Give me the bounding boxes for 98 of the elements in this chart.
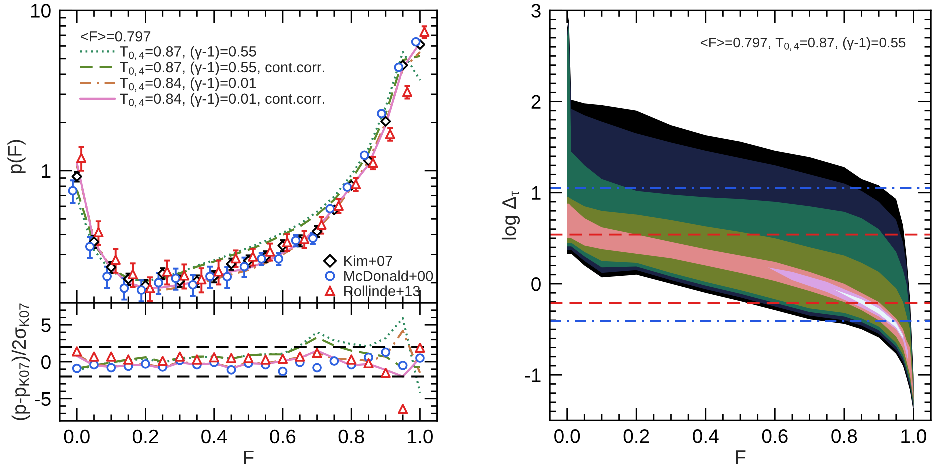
point (398, 360, 408, 370)
annotation: <F>=0.797, T$_{0,4}$=0.87, (γ-1)=0.55 (700, 37, 906, 51)
y-tick-label: 10 (31, 4, 51, 18)
point (364, 358, 374, 369)
point (377, 109, 386, 119)
point (226, 353, 237, 364)
legend-label: Rollinde+13 (344, 286, 420, 296)
point (136, 286, 146, 295)
point (350, 179, 362, 190)
point (312, 348, 322, 358)
point (244, 353, 254, 364)
x-axis-title: F (244, 450, 254, 464)
point (256, 254, 266, 264)
point (226, 365, 236, 375)
y-tick-label: 3 (532, 4, 541, 18)
point (171, 274, 181, 284)
point (192, 354, 202, 365)
point (326, 204, 336, 214)
x-tick-label: 0.6 (270, 430, 296, 444)
point (240, 262, 250, 272)
point (415, 342, 426, 354)
legend-label: T$_{0,4}$=0.87, (γ-1)=0.55 (120, 46, 256, 60)
legend-label: T$_{0,4}$=0.87, (γ-1)=0.55, cont.corr. (120, 62, 324, 76)
point (162, 266, 172, 277)
y-axis-title: p(F) (8, 140, 26, 174)
point (72, 364, 82, 374)
point (360, 150, 370, 160)
y-tick-label: 1 (532, 186, 541, 200)
point (278, 354, 288, 364)
y-tick-label: 1 (42, 164, 51, 178)
x-tick-label: 1.0 (902, 430, 926, 444)
point (330, 356, 340, 366)
point (291, 236, 301, 246)
point (89, 352, 100, 362)
point (274, 254, 284, 264)
x-axis-title: F (736, 450, 746, 464)
point (334, 200, 344, 212)
point (380, 368, 391, 378)
point (145, 283, 156, 294)
point (158, 356, 168, 366)
y-axis-title: (p-p$_{K07}$)/2σ$_{K07}$ (12, 304, 30, 420)
point (76, 153, 87, 164)
point (68, 186, 78, 196)
point (282, 237, 293, 248)
point (381, 348, 391, 358)
x-tick-label: 0.0 (64, 430, 90, 444)
y-axis-title: log Δ$_{τ}$ (502, 191, 520, 240)
legend-label: T$_{0,4}$=0.84, (γ-1)=0.01 (120, 78, 256, 92)
x-tick-label: 0.6 (762, 430, 788, 444)
x-tick-label: 0.4 (693, 430, 719, 444)
point (196, 274, 207, 285)
x-tick-label: 0.8 (338, 430, 364, 444)
point (394, 62, 404, 72)
point (300, 234, 310, 244)
point (123, 354, 134, 365)
point (85, 242, 95, 252)
point (316, 220, 327, 230)
legend-label: T$_{0,4}$=0.84, (γ-1)=0.01, cont.corr. (120, 93, 324, 108)
x-tick-label: 0.2 (624, 430, 650, 444)
point (94, 227, 104, 238)
legend-title: <F>=0.797 (81, 31, 151, 42)
point (368, 158, 378, 168)
point (346, 354, 357, 365)
y-tick-label: -5 (35, 392, 51, 406)
point (141, 360, 150, 369)
point (402, 87, 413, 98)
x-tick-label: 0.4 (202, 430, 228, 444)
point (416, 354, 425, 364)
point (411, 37, 421, 47)
x-tick-label: 0.2 (132, 430, 158, 444)
point (342, 182, 352, 192)
legend-label: Kim+07 (344, 256, 392, 266)
x-tick-label: 1.0 (408, 430, 433, 444)
x-tick-label: 0.8 (832, 430, 858, 444)
legend-label: McDonald+00 (344, 270, 434, 282)
point (72, 346, 82, 357)
point (380, 116, 392, 127)
y-tick-label: 5 (42, 318, 51, 332)
point (154, 278, 164, 288)
point (295, 352, 306, 362)
point (102, 272, 112, 282)
point (222, 272, 232, 282)
point (106, 352, 116, 362)
y-tick-label: -1 (525, 368, 541, 382)
point (106, 363, 116, 373)
point (206, 272, 215, 282)
point (248, 252, 258, 262)
point (398, 404, 408, 414)
point (209, 352, 220, 363)
y-tick-label: 2 (532, 95, 541, 109)
point (260, 354, 271, 365)
point (312, 363, 322, 373)
point (385, 129, 396, 140)
y-tick-label: 0 (42, 355, 51, 370)
y-tick-label: 0 (532, 277, 541, 292)
point (278, 366, 288, 376)
x-tick-label: 0.0 (554, 430, 580, 444)
point (174, 352, 186, 362)
